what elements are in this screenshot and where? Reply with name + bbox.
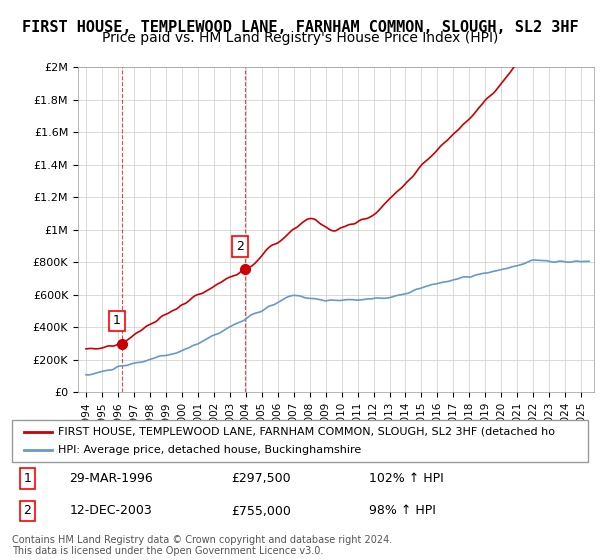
Text: Price paid vs. HM Land Registry's House Price Index (HPI): Price paid vs. HM Land Registry's House … [102,31,498,45]
Text: 12-DEC-2003: 12-DEC-2003 [70,505,152,517]
Text: 102% ↑ HPI: 102% ↑ HPI [369,472,444,485]
Text: 98% ↑ HPI: 98% ↑ HPI [369,505,436,517]
Text: £755,000: £755,000 [231,505,291,517]
Text: 1: 1 [23,472,31,485]
Text: Contains HM Land Registry data © Crown copyright and database right 2024.
This d: Contains HM Land Registry data © Crown c… [12,535,392,557]
FancyBboxPatch shape [12,420,588,462]
Text: 29-MAR-1996: 29-MAR-1996 [70,472,154,485]
Text: £297,500: £297,500 [231,472,290,485]
Text: HPI: Average price, detached house, Buckinghamshire: HPI: Average price, detached house, Buck… [58,445,361,455]
Text: FIRST HOUSE, TEMPLEWOOD LANE, FARNHAM COMMON, SLOUGH, SL2 3HF: FIRST HOUSE, TEMPLEWOOD LANE, FARNHAM CO… [22,20,578,35]
Text: 2: 2 [23,505,31,517]
Text: FIRST HOUSE, TEMPLEWOOD LANE, FARNHAM COMMON, SLOUGH, SL2 3HF (detached ho: FIRST HOUSE, TEMPLEWOOD LANE, FARNHAM CO… [58,427,555,437]
Text: 1: 1 [113,315,121,328]
Text: 2: 2 [236,240,244,253]
